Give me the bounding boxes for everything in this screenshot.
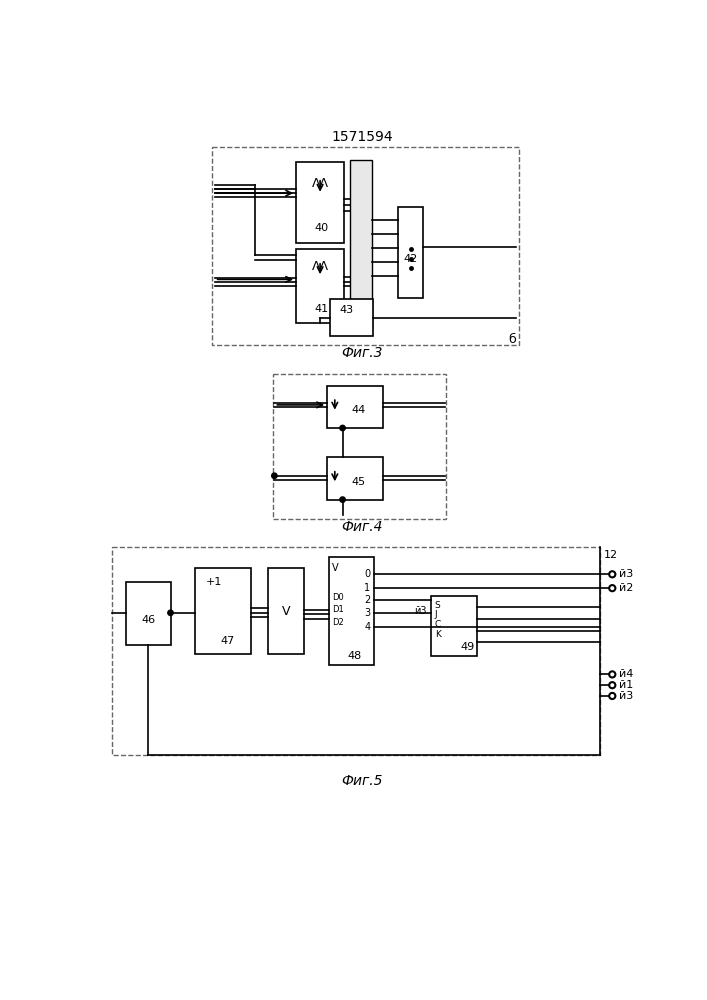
Text: 41: 41: [315, 304, 329, 314]
Bar: [296, 249, 344, 323]
Bar: [431, 596, 477, 656]
Text: й3: й3: [619, 691, 633, 701]
Text: D0: D0: [332, 593, 344, 602]
Text: б: б: [508, 333, 516, 346]
Text: 45: 45: [352, 477, 366, 487]
Text: V: V: [332, 563, 339, 573]
Text: 0: 0: [364, 569, 370, 579]
Text: ΛΛ: ΛΛ: [312, 260, 329, 273]
Text: 48: 48: [348, 651, 362, 661]
Bar: [296, 162, 344, 243]
Text: 2: 2: [364, 595, 370, 605]
Text: V: V: [282, 605, 291, 618]
Text: й1: й1: [619, 680, 633, 690]
Bar: [212, 147, 518, 345]
Text: Фиг.5: Фиг.5: [341, 774, 382, 788]
Bar: [351, 160, 372, 328]
Text: +1: +1: [206, 577, 223, 587]
Text: S: S: [435, 601, 440, 610]
Text: D1: D1: [332, 605, 344, 614]
Text: D2: D2: [332, 618, 344, 627]
Text: Фиг.4: Фиг.4: [341, 520, 382, 534]
Bar: [327, 386, 383, 428]
Bar: [398, 207, 423, 298]
Bar: [329, 557, 373, 665]
Circle shape: [340, 425, 345, 431]
Bar: [195, 568, 251, 654]
Text: 3: 3: [364, 608, 370, 618]
Bar: [126, 582, 170, 645]
Text: 1571594: 1571594: [331, 130, 393, 144]
Text: й3: й3: [414, 606, 426, 616]
Text: ΛΛ: ΛΛ: [312, 177, 329, 190]
Text: 40: 40: [315, 223, 329, 233]
Bar: [327, 457, 383, 500]
Text: Фиг.3: Фиг.3: [341, 346, 382, 360]
Text: 44: 44: [351, 405, 366, 415]
Text: 49: 49: [460, 642, 474, 652]
Text: 4: 4: [364, 622, 370, 632]
Text: C: C: [435, 620, 441, 629]
Circle shape: [271, 473, 277, 478]
Text: 43: 43: [339, 305, 354, 315]
Text: K: K: [435, 630, 440, 639]
Text: J: J: [435, 610, 438, 619]
Text: 42: 42: [404, 254, 418, 264]
Bar: [268, 568, 304, 654]
Circle shape: [340, 497, 345, 502]
Text: й3: й3: [619, 569, 633, 579]
Bar: [330, 299, 373, 336]
Text: 12: 12: [604, 550, 618, 560]
Text: 1: 1: [364, 583, 370, 593]
Bar: [112, 547, 600, 755]
Circle shape: [168, 610, 173, 615]
Bar: [273, 374, 446, 519]
Text: 46: 46: [141, 615, 155, 625]
Text: й4: й4: [619, 669, 633, 679]
Text: 47: 47: [220, 636, 234, 646]
Text: й2: й2: [619, 583, 633, 593]
